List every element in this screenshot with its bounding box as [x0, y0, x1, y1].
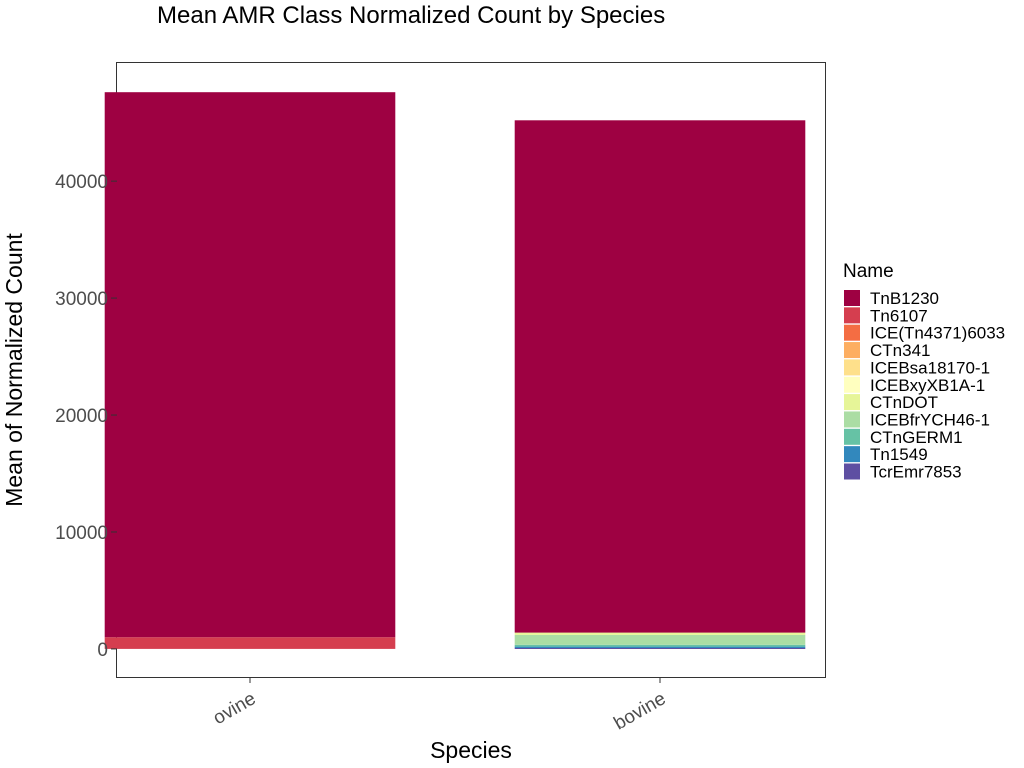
y-axis: 0 10000 20000 30000 40000: [55, 172, 117, 661]
y-tick-label: 20000: [55, 406, 108, 427]
bar-segment-ovine-tn6107: [104, 637, 396, 649]
x-axis: ovine bovine: [210, 677, 670, 734]
legend-swatch-icebxyxb1a-1: [844, 376, 860, 393]
legend-label: ICEBxyXB1A-1: [870, 376, 985, 395]
legend-swatch-ctndot: [844, 394, 860, 411]
x-tick-label-ovine: ovine: [210, 688, 260, 729]
legend-swatch-tn6107: [844, 307, 860, 324]
legend-swatch-icebsa18170-1: [844, 359, 860, 376]
legend-label: CTn341: [870, 341, 930, 360]
legend-swatch-tcremr7853: [844, 463, 860, 480]
legend-swatch-ctngerm1: [844, 428, 860, 445]
legend-label: TnB1230: [870, 289, 939, 308]
bar-segment-bovine-icebfrych46-1: [514, 634, 806, 645]
bar-segment-bovine-ctngerm1: [514, 644, 806, 647]
legend-label: CTnDOT: [870, 393, 938, 412]
legend-label: ICEBsa18170-1: [870, 358, 990, 377]
legend-title: Name: [843, 261, 894, 282]
legend-label: Tn1549: [870, 445, 928, 464]
legend: Name TnB1230Tn6107ICE(Tn4371)6033CTn341I…: [843, 261, 1005, 482]
bar-segment-bovine-ctndot: [514, 632, 806, 635]
legend-swatch-tnb1230: [844, 290, 860, 306]
y-tick-label: 10000: [55, 523, 108, 544]
legend-label: TcrEmr7853: [870, 463, 962, 482]
y-tick-label: 30000: [55, 289, 108, 310]
x-tick-label-bovine: bovine: [611, 688, 670, 734]
y-tick-label: 40000: [55, 172, 108, 193]
legend-label: CTnGERM1: [870, 428, 963, 447]
bar-segment-ovine-tnb1230: [104, 92, 396, 638]
legend-swatch-ctn341: [844, 342, 860, 359]
legend-label: ICE(Tn4371)6033: [870, 324, 1005, 343]
y-tick-label: 0: [97, 640, 108, 661]
legend-label: ICEBfrYCH46-1: [870, 410, 990, 429]
y-axis-title: Mean of Normalized Count: [1, 233, 27, 507]
bar-segment-bovine-tn1549: [514, 646, 806, 648]
legend-swatch-icebfrych46-1: [844, 411, 860, 428]
legend-swatch-tn1549: [844, 446, 860, 463]
legend-swatch-ice-tn4371-6033: [844, 324, 860, 341]
legend-label: Tn6107: [870, 306, 928, 325]
bar-segment-bovine-tcremr7853: [514, 648, 806, 649]
bar-segment-bovine-tnb1230: [514, 120, 806, 633]
x-axis-title: Species: [430, 737, 512, 763]
bars: [104, 92, 806, 649]
chart-title: Mean AMR Class Normalized Count by Speci…: [157, 2, 665, 29]
